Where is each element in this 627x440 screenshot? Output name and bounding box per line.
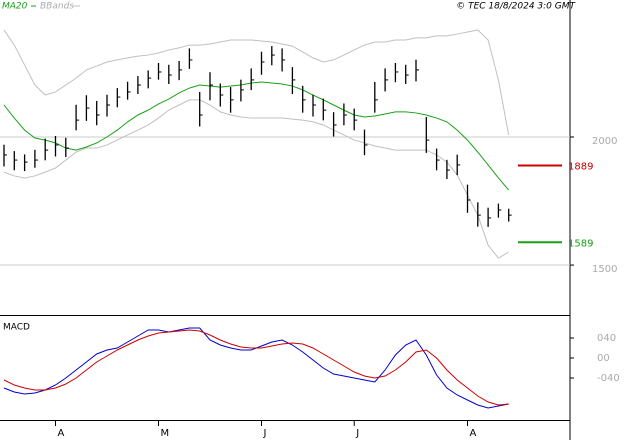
y-tick-label: -040 [597,373,620,384]
price-level-label: 1889 [568,161,593,172]
y-tick-label: 00 [597,353,610,364]
price-level-label: 1589 [568,238,593,249]
legend-bbands: BBands [40,2,74,12]
bband-upper [3,29,510,136]
legend-ma20: MA20 [2,2,28,12]
x-tick-label: M [161,428,170,439]
chart-title: © TEC 18/8/2024 3:0 GMT [456,2,576,12]
x-tick-label: J [355,428,359,439]
x-tick-label: J [263,428,267,439]
bband-lower [3,99,509,259]
y-tick-label: 2000 [592,136,617,147]
ma20-line [3,81,510,191]
y-tick-label: 040 [597,333,616,344]
x-tick-label: A [470,428,477,439]
panel-title: MACD [3,323,30,333]
macd-line [3,329,509,406]
x-tick-label: A [58,428,65,439]
y-tick-label: 1500 [592,264,617,275]
